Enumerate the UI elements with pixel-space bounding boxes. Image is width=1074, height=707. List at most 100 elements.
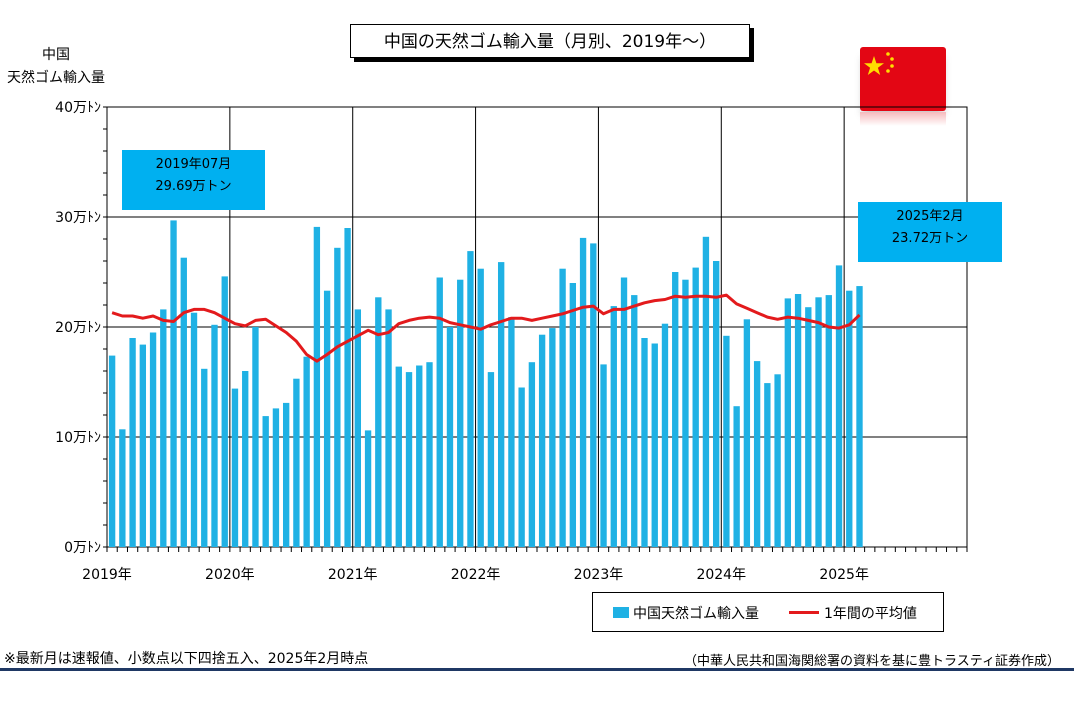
y-tick-label: 10万ﾄﾝ (55, 430, 101, 446)
y-axis-label: 中国 天然ゴム輸入量 (0, 44, 112, 90)
bar (846, 290, 853, 547)
bar (753, 361, 761, 547)
callout-2019-07-date: 2019年07月 (155, 157, 232, 172)
y-tick-label: 40万ﾄﾝ (55, 100, 101, 116)
bar (856, 286, 863, 547)
bar (835, 265, 843, 547)
bar (119, 429, 126, 547)
callout-2019-07: 2019年07月 29.69万トン (122, 150, 265, 210)
bar (170, 220, 177, 547)
bar (702, 236, 710, 548)
bar (323, 290, 331, 547)
bar (733, 406, 740, 547)
legend-label-bar: 中国天然ゴム輸入量 (633, 606, 759, 622)
bar (538, 334, 546, 547)
bar (149, 332, 157, 547)
bar (405, 372, 413, 547)
bar (682, 279, 689, 547)
bar (129, 338, 136, 547)
legend-label-line: 1年間の平均値 (824, 606, 917, 622)
y-tick-label: 0万ﾄﾝ (64, 540, 101, 556)
bar (477, 268, 484, 547)
bar (497, 262, 505, 547)
bar (712, 261, 720, 547)
callout-2025-02: 2025年2月 23.72万トン (858, 202, 1002, 262)
legend-swatch-line (789, 611, 819, 614)
x-tick-label: 2025年 (819, 567, 869, 583)
bar (364, 430, 372, 547)
callout-2025-02-value: 23.72万トン (891, 231, 969, 246)
bar (661, 323, 669, 547)
bar (446, 327, 454, 547)
bar (293, 378, 300, 547)
bar (160, 309, 167, 547)
bottom-rule (0, 668, 1074, 671)
bar (641, 338, 648, 547)
bar (774, 374, 781, 547)
y-tick-label: 30万ﾄﾝ (55, 210, 101, 226)
bar (692, 267, 699, 547)
bar (651, 343, 658, 547)
bar (211, 324, 218, 547)
bar (282, 402, 290, 547)
chart-legend: 中国天然ゴム輸入量 1年間の平均値 (592, 592, 944, 632)
bar (784, 298, 792, 547)
china-flag-icon (860, 47, 946, 111)
bar (518, 387, 525, 547)
bar (743, 319, 751, 547)
x-tick-label: 2020年 (205, 567, 255, 583)
callout-2019-07-value: 29.69万トン (155, 179, 232, 194)
x-tick-label: 2022年 (451, 567, 501, 583)
average-line (111, 293, 861, 363)
bar (825, 295, 832, 547)
bar (139, 344, 147, 547)
bar (262, 416, 269, 547)
y-tick-label: 20万ﾄﾝ (55, 320, 101, 336)
bar (569, 283, 577, 547)
bar (190, 312, 198, 547)
x-tick-label: 2021年 (328, 567, 378, 583)
bar (108, 355, 116, 547)
bar (385, 309, 392, 547)
x-tick-label: 2019年 (82, 567, 132, 583)
y-axis-label-line2: 天然ゴム輸入量 (7, 70, 105, 86)
bar (334, 247, 341, 548)
callout-2025-02-date: 2025年2月 (896, 209, 964, 224)
bar (180, 257, 187, 547)
bar (579, 237, 587, 547)
bar (528, 362, 536, 547)
bar (620, 277, 628, 547)
bar (487, 372, 495, 547)
bar (313, 226, 321, 547)
footnote: ※最新月は速報値、小数点以下四捨五入、2025年2月時点 (4, 651, 369, 667)
bar (242, 371, 249, 547)
bar (252, 327, 259, 547)
bar (272, 408, 280, 547)
bar (508, 317, 515, 547)
bar (631, 295, 638, 547)
bar (467, 251, 474, 547)
bar (221, 276, 228, 547)
bar (590, 243, 597, 547)
bar (723, 335, 730, 547)
bar (764, 383, 771, 547)
bar (201, 368, 208, 547)
bar (344, 228, 351, 547)
bar (436, 277, 443, 547)
bar (231, 388, 239, 547)
bar (395, 366, 402, 547)
bar (354, 309, 362, 547)
bar (549, 328, 556, 547)
bar (416, 365, 423, 547)
bar (600, 364, 607, 547)
bar (794, 294, 802, 547)
bar (426, 362, 433, 547)
x-tick-label: 2023年 (574, 567, 624, 583)
chart-title: 中国の天然ゴム輸入量（月別、2019年～） (350, 24, 750, 58)
bar (303, 356, 310, 547)
bar (457, 279, 464, 547)
bar (375, 297, 382, 547)
bar (610, 306, 617, 547)
bar (805, 307, 812, 547)
